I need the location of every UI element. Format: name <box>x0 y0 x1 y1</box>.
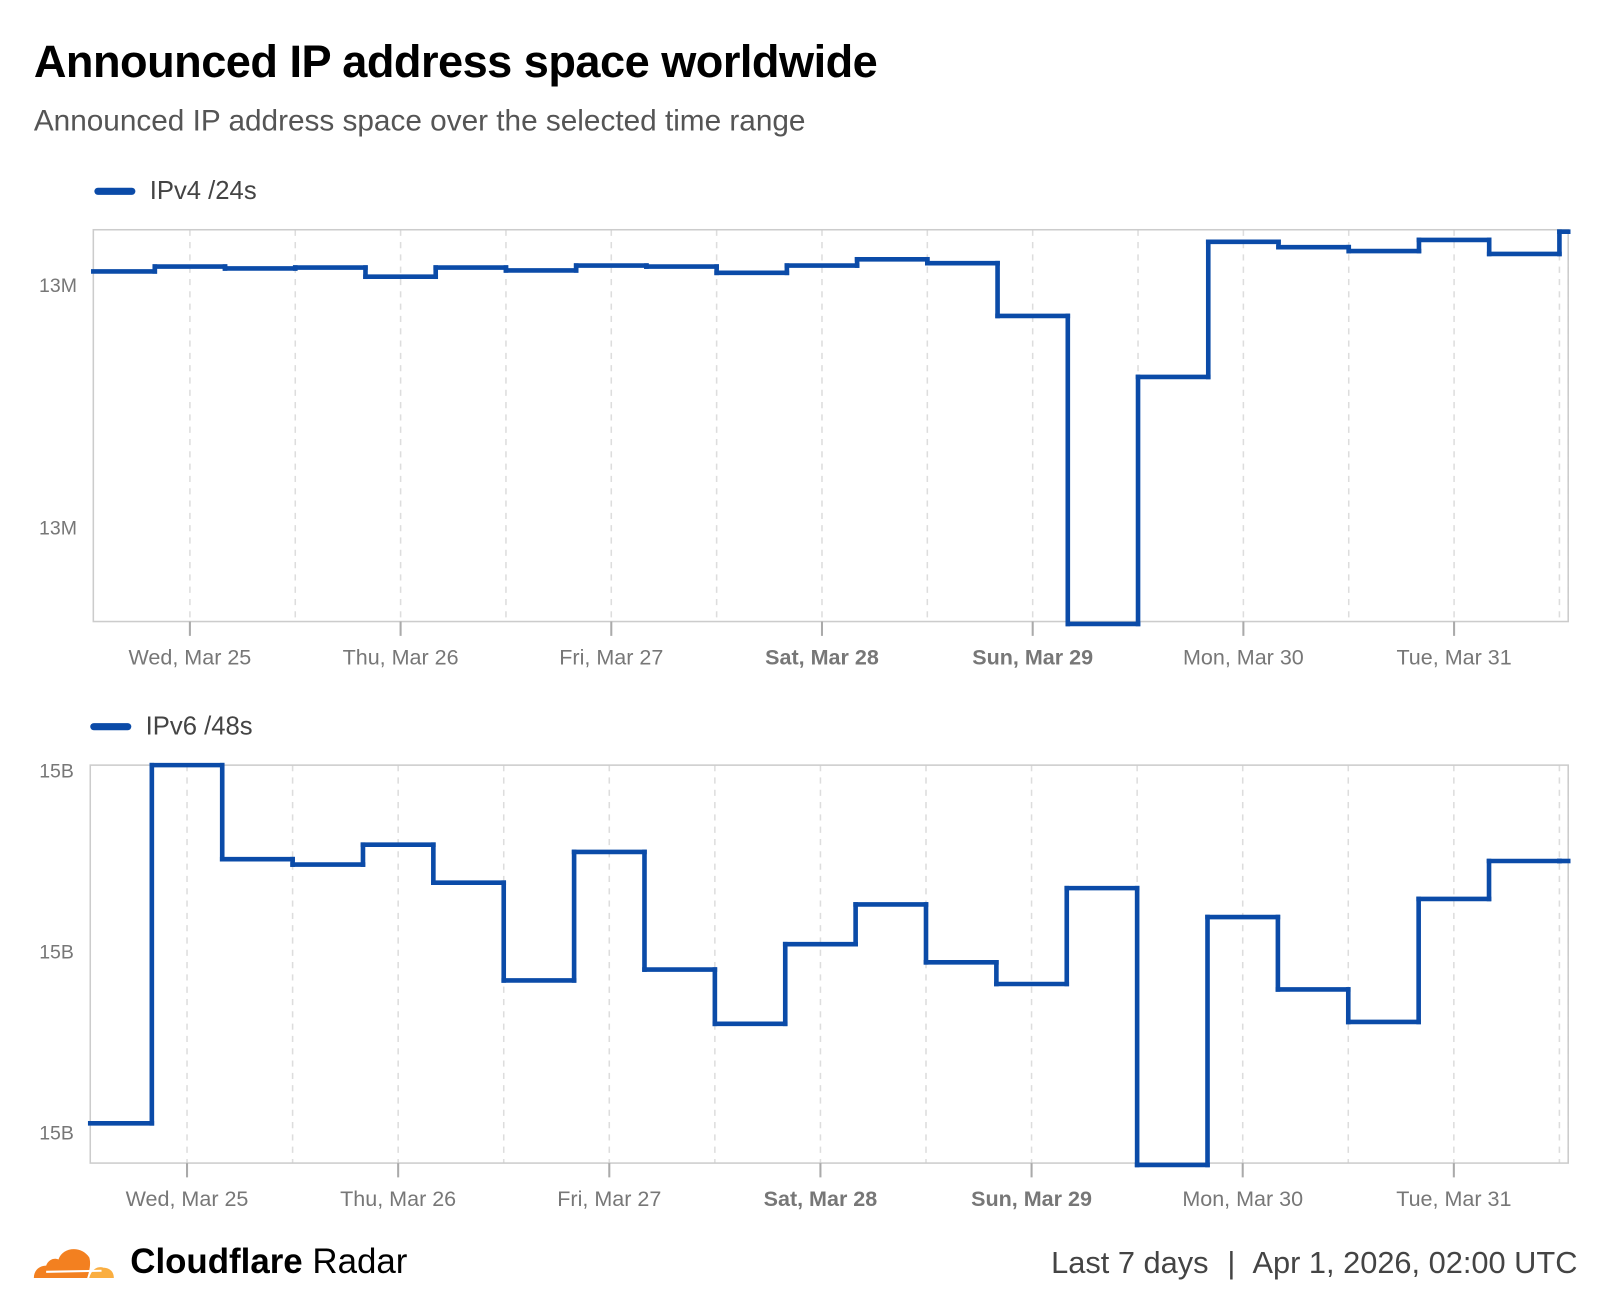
x-tick-label: Fri, Mar 27 <box>559 646 663 670</box>
plot-frame <box>92 228 1569 623</box>
page-title: Announced IP address space worldwide <box>33 36 878 88</box>
x-tick-label: Sun, Mar 29 <box>971 1187 1092 1211</box>
y-tick-label: 15B <box>39 761 74 783</box>
cloudflare-radar-logo: Cloudflare Radar <box>32 1241 408 1282</box>
y-tick-label: 13M <box>39 517 77 539</box>
x-tick-label: Tue, Mar 31 <box>1396 1187 1511 1211</box>
x-tick-label: Sat, Mar 28 <box>765 646 879 670</box>
x-tick-label: Thu, Mar 26 <box>343 646 459 670</box>
plot-frame <box>89 764 1569 1164</box>
ipv6-chart: 15B 15B 15B Wed, Mar 25 Thu, Mar 26 Fri, Mar … <box>39 761 1571 1211</box>
page-subtitle: Announced IP address space over the sele… <box>33 104 806 138</box>
y-tick-label: 15B <box>39 1123 74 1145</box>
legend-ipv4[interactable]: IPv4 /24s <box>94 176 257 206</box>
range-label: Last 7 days <box>1051 1246 1209 1280</box>
x-tick-label: Mon, Mar 30 <box>1183 646 1304 670</box>
legend-swatch <box>90 723 132 731</box>
x-tick-label: Sun, Mar 29 <box>972 646 1093 670</box>
timestamp: Apr 1, 2026, 02:00 UTC <box>1252 1246 1578 1280</box>
x-tick-label: Wed, Mar 25 <box>126 1187 249 1211</box>
y-tick-label: 15B <box>39 942 74 964</box>
brand-name: Cloudflare Radar <box>130 1241 408 1281</box>
ipv4-chart: 13M 13M Wed, Mar 25 Thu, Mar 26 Fri, Mar 27 S… <box>39 228 1571 670</box>
x-tick-label: Thu, Mar 26 <box>340 1187 456 1211</box>
cloudflare-cloud-icon <box>33 1249 114 1278</box>
legend-label: IPv4 /24s <box>149 176 257 206</box>
legend-swatch <box>94 187 136 195</box>
y-tick-label: 13M <box>39 275 77 297</box>
legend-ipv6[interactable]: IPv6 /48s <box>90 711 253 742</box>
legend-label: IPv6 /48s <box>145 711 253 741</box>
x-tick-label: Fri, Mar 27 <box>557 1187 661 1211</box>
x-tick-label: Tue, Mar 31 <box>1396 646 1511 670</box>
x-tick-label: Wed, Mar 25 <box>129 646 252 670</box>
separator: | <box>1227 1246 1236 1280</box>
x-tick-label: Mon, Mar 30 <box>1182 1187 1303 1211</box>
x-tick-label: Sat, Mar 28 <box>764 1187 878 1211</box>
time-range-info: Last 7 days | Apr 1, 2026, 02:00 UTC <box>1051 1246 1577 1281</box>
